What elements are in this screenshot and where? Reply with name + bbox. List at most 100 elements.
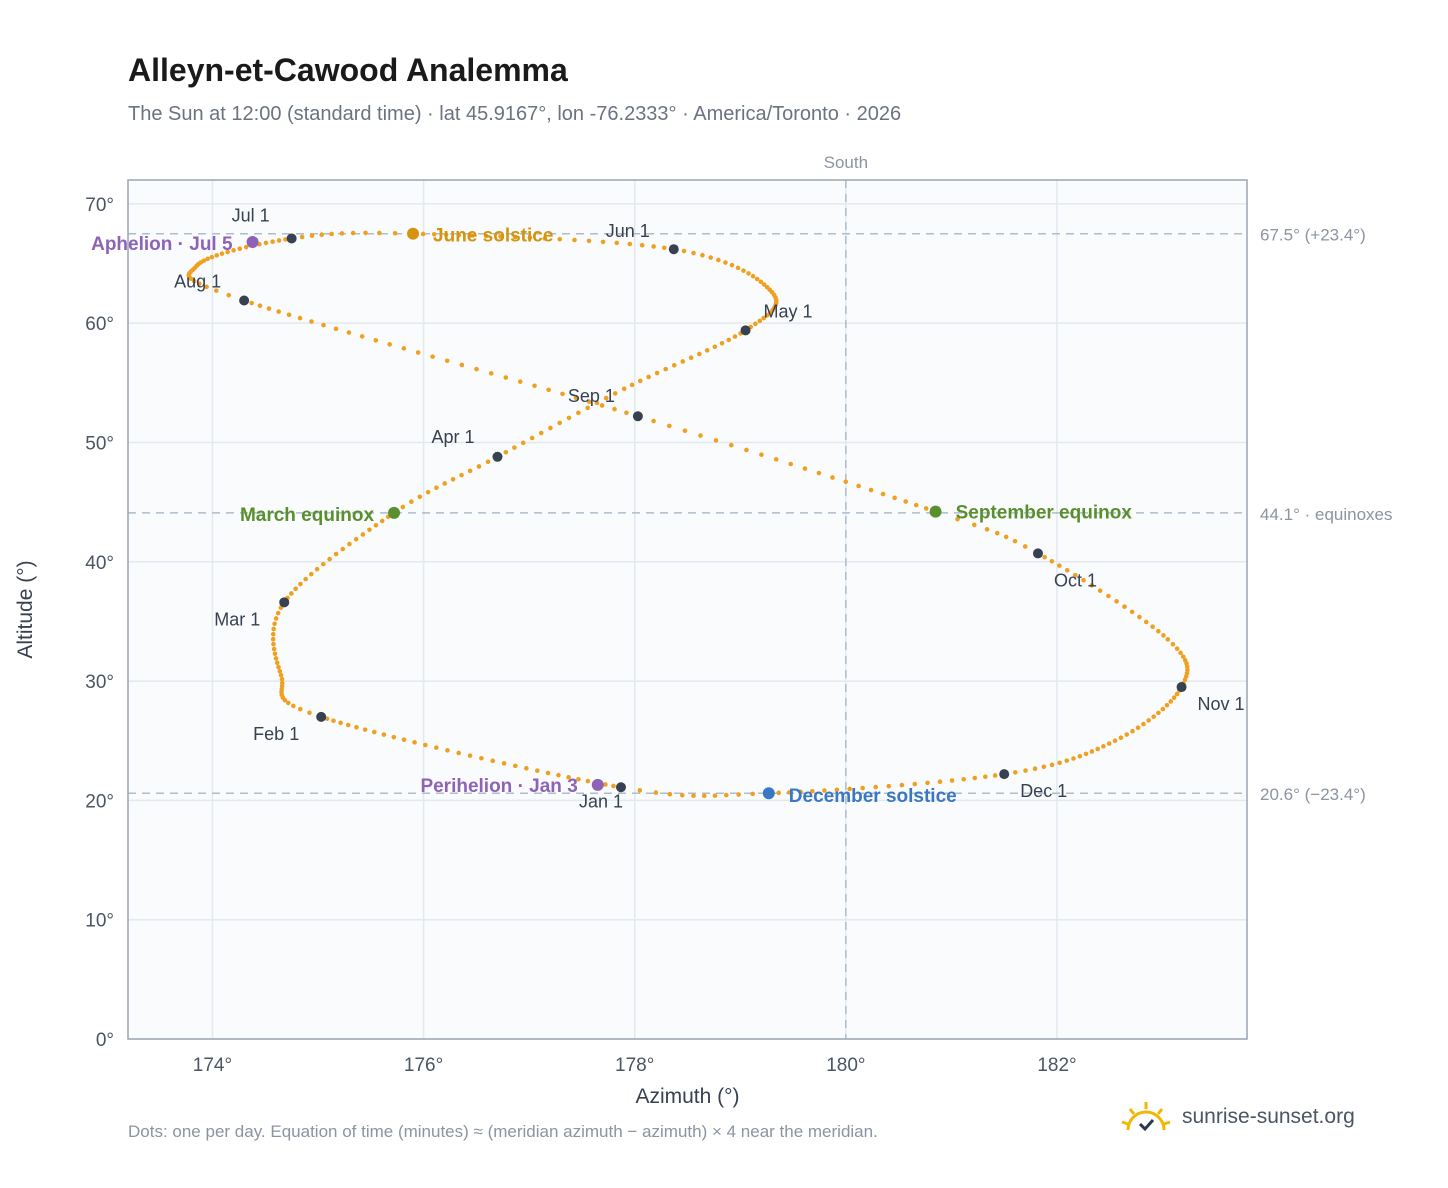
day-dot bbox=[331, 718, 336, 724]
day-dot bbox=[443, 232, 449, 237]
day-dot bbox=[501, 761, 507, 766]
month-marker bbox=[316, 711, 327, 722]
day-dot bbox=[1178, 650, 1183, 656]
day-dot bbox=[188, 276, 194, 281]
day-dot bbox=[270, 239, 275, 244]
day-dot bbox=[545, 770, 551, 776]
day-dot bbox=[319, 232, 325, 238]
day-dot bbox=[339, 231, 345, 236]
day-dot bbox=[764, 313, 770, 318]
day-dot bbox=[1064, 567, 1070, 573]
day-dot bbox=[651, 418, 656, 424]
day-dot bbox=[520, 440, 526, 446]
day-dot bbox=[1012, 770, 1018, 775]
day-dot bbox=[527, 235, 533, 241]
day-dot bbox=[285, 700, 291, 706]
month-label: Apr 1 bbox=[431, 427, 474, 447]
day-dot bbox=[688, 355, 694, 360]
day-dot bbox=[321, 322, 326, 328]
day-dot bbox=[353, 536, 359, 542]
day-dot bbox=[1071, 756, 1076, 761]
day-dot bbox=[257, 303, 263, 309]
day-dot bbox=[289, 591, 294, 596]
day-dot bbox=[1180, 654, 1186, 659]
day-dot bbox=[860, 785, 865, 791]
day-dot bbox=[566, 415, 572, 421]
day-dot bbox=[992, 773, 998, 778]
day-dot bbox=[1101, 744, 1106, 749]
month-label: May 1 bbox=[764, 301, 813, 321]
month-label: Feb 1 bbox=[253, 724, 299, 744]
day-dot bbox=[681, 248, 687, 254]
day-dot bbox=[716, 257, 721, 263]
x-tick-label: 182° bbox=[1037, 1055, 1076, 1076]
event-label: Aphelion · Jul 5 bbox=[91, 234, 233, 255]
month-label: Jan 1 bbox=[579, 791, 623, 811]
day-dot bbox=[1137, 614, 1142, 620]
y-tick-label: 20° bbox=[85, 791, 114, 812]
day-dot bbox=[758, 279, 764, 285]
day-dot bbox=[503, 449, 509, 455]
month-marker bbox=[279, 597, 290, 608]
month-label: Aug 1 bbox=[174, 271, 221, 291]
day-dot bbox=[377, 230, 382, 236]
month-label: Mar 1 bbox=[214, 609, 260, 629]
day-dot bbox=[822, 788, 827, 793]
day-dot bbox=[546, 387, 551, 393]
day-dot bbox=[572, 237, 577, 243]
day-dot bbox=[712, 793, 718, 798]
day-dot bbox=[1106, 741, 1112, 746]
day-dot bbox=[761, 282, 767, 287]
day-dot bbox=[1095, 746, 1101, 752]
day-dot bbox=[1112, 738, 1118, 744]
day-dot bbox=[345, 722, 351, 728]
day-dot bbox=[372, 729, 377, 735]
x-tick-label: 176° bbox=[404, 1055, 443, 1076]
day-dot bbox=[532, 383, 537, 389]
day-dot bbox=[456, 750, 462, 756]
day-dot bbox=[1118, 735, 1124, 741]
day-dot bbox=[266, 306, 272, 311]
day-dot bbox=[270, 636, 276, 642]
day-dot bbox=[459, 472, 464, 478]
day-dot bbox=[834, 787, 840, 793]
day-dot bbox=[320, 561, 326, 567]
y-tick-label: 30° bbox=[85, 672, 114, 693]
day-dot bbox=[576, 776, 581, 782]
day-dot bbox=[599, 403, 605, 408]
day-dot bbox=[263, 240, 269, 246]
day-dot bbox=[469, 233, 475, 238]
day-dot bbox=[621, 386, 627, 392]
y-tick-label: 0° bbox=[96, 1030, 114, 1051]
day-dot bbox=[467, 468, 473, 474]
day-dot bbox=[1042, 554, 1047, 560]
day-dot bbox=[488, 371, 494, 376]
day-dot bbox=[576, 410, 581, 416]
day-dot bbox=[603, 395, 609, 401]
day-dot bbox=[663, 366, 668, 372]
day-dot bbox=[557, 420, 562, 426]
day-dot bbox=[612, 391, 618, 396]
month-marker bbox=[999, 769, 1010, 780]
day-dot bbox=[442, 481, 447, 486]
day-dot bbox=[347, 541, 352, 547]
chart-title: Alleyn-et-Cawood Analemma bbox=[128, 52, 568, 88]
day-dot bbox=[1072, 572, 1078, 578]
day-dot bbox=[286, 312, 292, 318]
day-dot bbox=[585, 778, 591, 784]
day-dot bbox=[363, 230, 368, 236]
day-dot bbox=[802, 466, 808, 471]
day-dot bbox=[197, 281, 202, 286]
plot-frame bbox=[127, 179, 1248, 1040]
brand[interactable]: sunrise-sunset.org bbox=[1120, 1100, 1355, 1134]
day-dot bbox=[1057, 563, 1062, 568]
day-dot bbox=[586, 238, 592, 244]
day-dot bbox=[1077, 753, 1083, 759]
month-marker bbox=[668, 244, 679, 255]
day-dot bbox=[299, 234, 305, 240]
event-marker bbox=[762, 787, 775, 800]
day-dot bbox=[483, 233, 489, 239]
event-marker bbox=[591, 778, 604, 791]
day-dot bbox=[274, 660, 280, 666]
